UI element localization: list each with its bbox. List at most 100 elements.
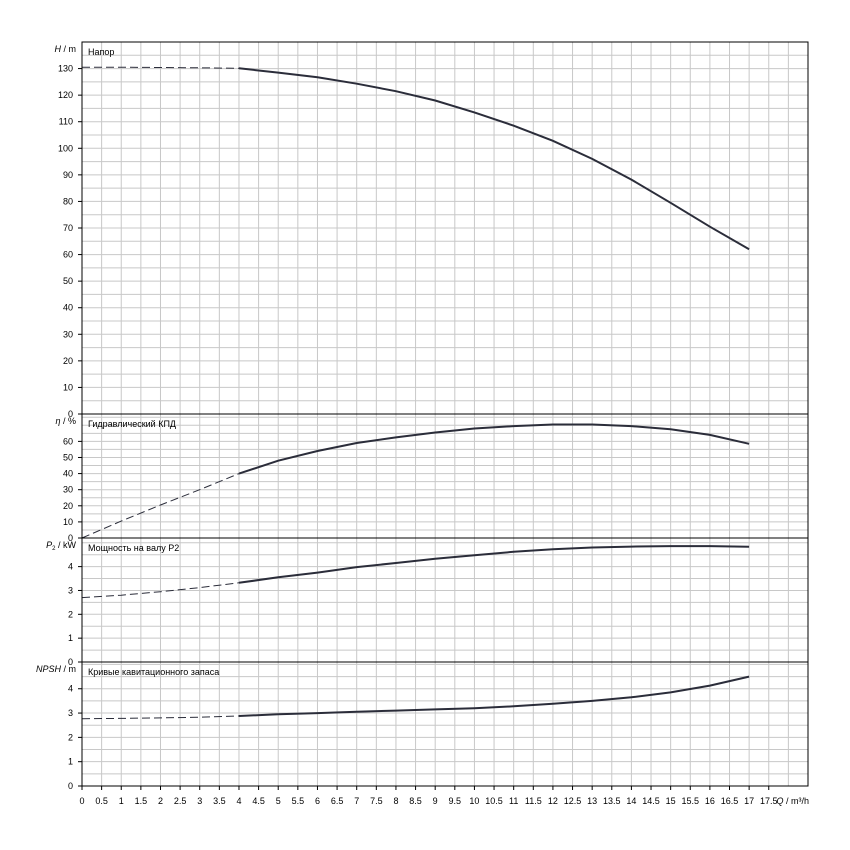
x-tick-label: 13 (587, 796, 597, 806)
x-tick-label: 1 (119, 796, 124, 806)
y-tick-label: 20 (63, 356, 73, 366)
x-tick-label: 6.5 (331, 796, 344, 806)
y-tick-label: 10 (63, 517, 73, 527)
panel-title: Мощность на валу P2 (88, 543, 179, 553)
x-tick-label: 1.5 (135, 796, 148, 806)
y-tick-label: 100 (58, 143, 73, 153)
y-axis-unit: / m (61, 44, 76, 54)
x-tick-label: 14.5 (642, 796, 660, 806)
x-tick-label: 5.5 (292, 796, 305, 806)
x-tick-label: 11.5 (525, 796, 542, 806)
y-tick-label: 30 (63, 329, 73, 339)
x-tick-label: 4.5 (252, 796, 265, 806)
x-tick-label: 7 (354, 796, 359, 806)
y-tick-label: 0 (68, 781, 73, 791)
x-tick-label: 17 (744, 796, 754, 806)
y-tick-label: 60 (63, 436, 73, 446)
y-tick-label: 120 (58, 90, 73, 100)
y-tick-label: 30 (63, 485, 73, 495)
y-axis-unit: / % (60, 416, 76, 426)
performance-curve (238, 67, 750, 251)
panel-title: Гидравлический КПД (88, 419, 176, 429)
x-tick-label: 16 (705, 796, 715, 806)
x-axis-unit: / m³/h (783, 796, 809, 806)
x-tick-label: 16.5 (721, 796, 739, 806)
y-tick-label: 90 (63, 170, 73, 180)
y-axis-var: NPSH (36, 664, 62, 674)
y-tick-label: 60 (63, 250, 73, 260)
panel-title: Кривые кавитационного запаса (88, 667, 219, 677)
y-axis-var: η (55, 416, 60, 426)
x-tick-label: 6 (315, 796, 320, 806)
x-tick-label: 15 (666, 796, 676, 806)
y-tick-label: 20 (63, 501, 73, 511)
performance-curve (238, 675, 750, 717)
y-tick-label: 40 (63, 469, 73, 479)
y-tick-label: 1 (68, 757, 73, 767)
y-tick-label: 10 (63, 382, 73, 392)
y-tick-label: 1 (68, 633, 73, 643)
x-tick-label: 2.5 (174, 796, 187, 806)
y-tick-label: 0 (68, 533, 73, 543)
x-tick-label: 11 (509, 796, 518, 806)
x-tick-label: 2 (158, 796, 163, 806)
x-tick-label: 4 (236, 796, 241, 806)
y-tick-label: 4 (68, 562, 73, 572)
y-tick-label: 2 (68, 732, 73, 742)
panel-title: Напор (88, 47, 114, 57)
x-axis-var: Q (776, 796, 783, 806)
extrapolated-curve (81, 715, 240, 720)
x-tick-label: 15.5 (682, 796, 700, 806)
y-tick-label: 0 (68, 657, 73, 667)
x-tick-label: 0 (79, 796, 84, 806)
x-tick-label: 10 (469, 796, 479, 806)
x-tick-label: 3 (197, 796, 202, 806)
x-tick-label: 12 (548, 796, 558, 806)
x-tick-label: 3.5 (213, 796, 226, 806)
y-tick-label: 70 (63, 223, 73, 233)
y-tick-label: 80 (63, 196, 73, 206)
y-tick-label: 0 (68, 409, 73, 419)
x-tick-label: 12.5 (564, 796, 582, 806)
x-tick-label: 7.5 (370, 796, 383, 806)
y-axis-sub: 2 (52, 546, 56, 552)
x-tick-label: 9.5 (449, 796, 462, 806)
y-tick-label: 50 (63, 276, 73, 286)
y-tick-label: 130 (58, 64, 73, 74)
performance-curve (238, 423, 750, 475)
y-axis-var: P (46, 540, 52, 550)
x-tick-label: 5 (276, 796, 281, 806)
extrapolated-curve (81, 473, 240, 539)
curve-layer (81, 66, 750, 720)
y-axis-label: P2 / kW (46, 540, 76, 552)
y-axis-label: H / m (55, 44, 77, 54)
extrapolated-curve (81, 582, 240, 599)
x-tick-label: 17.5 (760, 796, 778, 806)
y-tick-label: 2 (68, 609, 73, 619)
x-axis-label: Q / m³/h (776, 796, 809, 806)
y-axis-label: η / % (55, 416, 76, 426)
y-tick-label: 3 (68, 708, 73, 718)
x-tick-label: 0.5 (95, 796, 108, 806)
y-tick-label: 110 (59, 117, 73, 127)
performance-curve (238, 545, 750, 584)
y-tick-label: 4 (68, 684, 73, 694)
x-tick-label: 14 (626, 796, 636, 806)
x-tick-label: 8.5 (409, 796, 422, 806)
x-tick-label: 10.5 (485, 796, 503, 806)
y-axis-unit: / m (61, 664, 76, 674)
y-axis-var: H (55, 44, 62, 54)
extrapolated-curve (82, 66, 240, 69)
x-tick-label: 8 (393, 796, 398, 806)
x-tick-label: 9 (433, 796, 438, 806)
frame-layer (78, 41, 809, 790)
y-tick-label: 3 (68, 585, 73, 595)
panel-frame (81, 661, 809, 787)
panel-frame (81, 537, 809, 663)
y-axis-unit: / kW (56, 540, 77, 550)
y-tick-label: 50 (63, 452, 73, 462)
y-tick-label: 40 (63, 303, 73, 313)
y-axis-label: NPSH / m (36, 664, 76, 674)
